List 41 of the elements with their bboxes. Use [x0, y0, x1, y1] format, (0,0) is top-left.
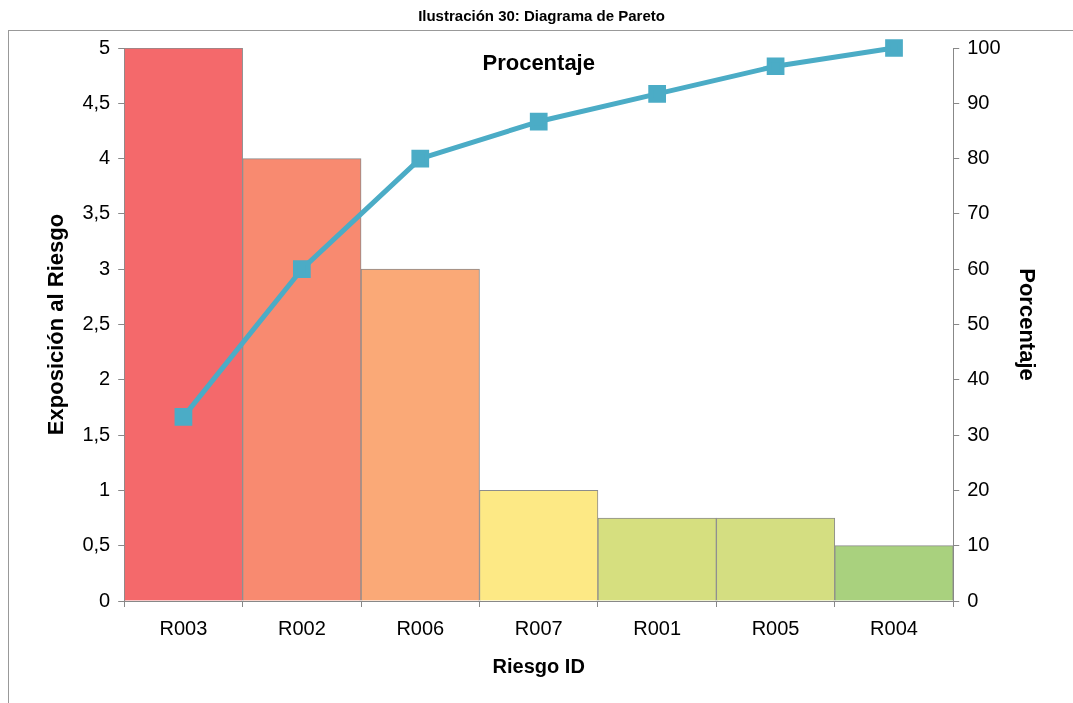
point [292, 260, 311, 279]
y2-tick-label: 0 [967, 588, 979, 611]
y-tick-label: 1,5 [82, 422, 111, 445]
y-tick-label: 0,5 [82, 533, 111, 556]
point [174, 407, 193, 426]
y-tick-label: 1 [99, 477, 111, 500]
x-tick-label: R002 [277, 616, 326, 639]
y2-tick-label: 70 [967, 201, 990, 224]
y-tick-label: 5 [99, 35, 111, 58]
point [529, 112, 548, 131]
x-tick-label: R007 [514, 616, 563, 639]
x-axis-title: Riesgo ID [492, 654, 585, 677]
y2-tick-label: 30 [967, 422, 990, 445]
x-tick-label: R003 [159, 616, 208, 639]
y2-tick-label: 40 [967, 367, 990, 390]
y-tick-label: 2 [99, 367, 111, 390]
y2-tick-label: 60 [967, 256, 990, 279]
chart-title: Ilustración 30: Diagrama de Pareto [418, 7, 665, 25]
y2-tick-label: 100 [967, 35, 1001, 58]
y-tick-label: 3 [99, 256, 111, 279]
y-tick-label: 2,5 [82, 312, 111, 335]
y2-tick-label: 50 [967, 312, 990, 335]
point [885, 39, 903, 57]
series-label: Procentaje [482, 50, 595, 76]
y2-tick-label: 80 [967, 146, 990, 169]
point [648, 85, 667, 103]
point [411, 149, 430, 168]
y-tick-label: 4,5 [82, 90, 111, 113]
y-tick-label: 0 [99, 588, 111, 611]
x-tick-label: R006 [396, 616, 445, 639]
y-tick-label: 4 [99, 146, 111, 169]
y2-tick-label: 90 [967, 90, 990, 113]
x-tick-label: R004 [870, 616, 918, 639]
y2-tick-label: 10 [967, 533, 990, 556]
x-tick-label: R001 [633, 616, 682, 639]
y2-tick-label: 20 [967, 477, 990, 500]
y2-axis-title: Porcentaje [1014, 268, 1040, 381]
point [766, 57, 785, 76]
y-axis-title: Exposición al Riesgo [43, 213, 69, 436]
x-tick-label: R005 [751, 616, 800, 639]
y-tick-label: 3,5 [82, 201, 111, 224]
